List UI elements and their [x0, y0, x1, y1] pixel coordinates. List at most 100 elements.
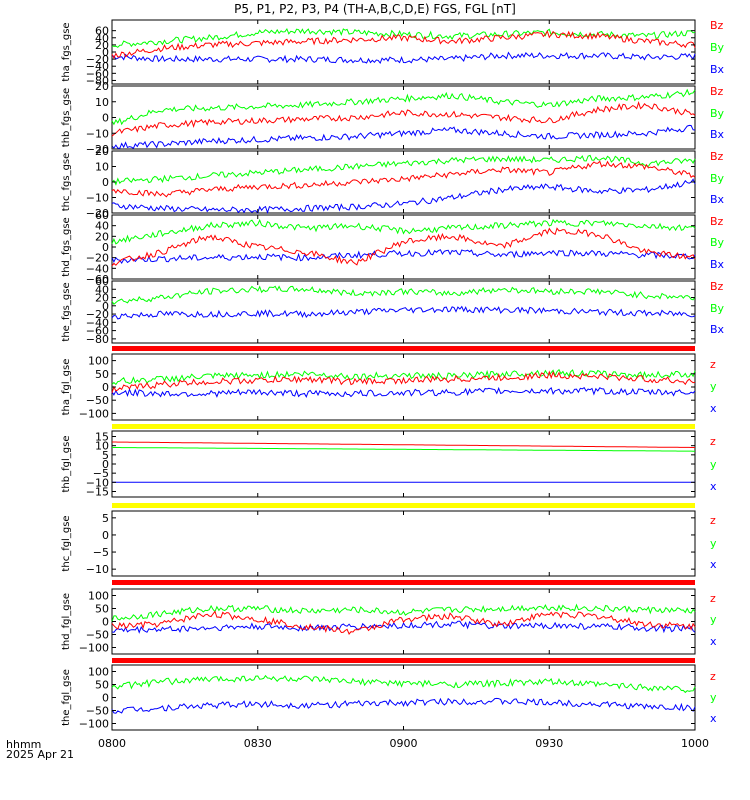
y-tick-label: 100	[88, 590, 109, 603]
series-Bz-line	[111, 227, 696, 267]
legend-label: z	[710, 670, 716, 683]
y-axis-label: thd_fgs_gse	[61, 217, 72, 276]
y-tick-label: 60	[95, 25, 109, 38]
legend-label: z	[710, 435, 716, 448]
x-tick-label: 0830	[244, 737, 272, 750]
series-By-line	[111, 285, 696, 305]
y-tick-label: 0	[102, 616, 109, 629]
series-y-line	[111, 603, 696, 622]
separator-bar	[112, 424, 695, 429]
y-tick-label: −5	[93, 546, 109, 559]
legend-label: Bx	[710, 63, 725, 76]
y-tick-label: −15	[86, 486, 109, 499]
legend-label: Bx	[710, 128, 725, 141]
legend-label: Bx	[710, 193, 725, 206]
series-Bx-line	[111, 248, 696, 265]
legend-label: Bz	[710, 85, 724, 98]
legend-label: y	[710, 458, 717, 471]
y-tick-label: 20	[95, 292, 109, 305]
y-tick-label: −20	[86, 252, 109, 265]
y-tick-label: 0	[102, 176, 109, 189]
y-tick-label: 5	[102, 512, 109, 525]
y-tick-label: 0	[102, 112, 109, 125]
series-Bz-line	[111, 29, 696, 60]
y-tick-label: −100	[79, 642, 109, 655]
legend-label: y	[710, 380, 717, 393]
series-Bx-line	[111, 178, 696, 215]
panel-2: 20 10 0 −10 −20 thb_fgs_gse Bz By Bx	[61, 80, 725, 156]
legend-label: By	[710, 302, 725, 315]
panel-frame	[111, 19, 696, 85]
y-tick-label: 60	[95, 209, 109, 222]
y-tick-label: 40	[95, 283, 109, 296]
legend-label: Bx	[710, 258, 725, 271]
y-tick-label: 40	[95, 32, 109, 45]
series-By-line	[111, 27, 696, 48]
y-axis-label: tha_fgs_gse	[61, 22, 72, 81]
y-axis-label: thc_fgs_gse	[61, 153, 72, 212]
y-tick-label: −20	[86, 53, 109, 66]
series-z-line	[111, 610, 696, 635]
legend-label: y	[710, 691, 717, 704]
series-y-line	[111, 674, 696, 694]
y-tick-label: 50	[95, 679, 109, 692]
x-tick-label: 0930	[535, 737, 563, 750]
legend-label: Bz	[710, 215, 724, 228]
separator-bar	[112, 503, 695, 508]
legend-label: Bz	[710, 150, 724, 163]
panel-8: 5 0 −5 −10 thc_fgl_gse zyx	[61, 510, 717, 577]
y-tick-label: 10	[95, 96, 109, 109]
separator-bar	[112, 346, 695, 351]
y-axis-label: thd_fgl_gse	[61, 593, 72, 650]
series-Bx-line	[111, 305, 696, 320]
legend-label: By	[710, 236, 725, 249]
y-tick-label: 20	[95, 145, 109, 158]
series-z-line	[111, 370, 696, 393]
y-tick-label: 0	[102, 529, 109, 542]
y-tick-label: 100	[88, 355, 109, 368]
y-tick-label: −40	[86, 60, 109, 73]
y-tick-label: −20	[86, 207, 109, 220]
legend-label: y	[710, 537, 717, 550]
legend-label: Bx	[710, 323, 725, 336]
series-x-line	[111, 620, 696, 634]
y-tick-label: −100	[79, 407, 109, 420]
series-z-line	[112, 441, 695, 448]
series-Bx-line	[111, 51, 696, 65]
y-tick-label: −10	[86, 476, 109, 489]
y-tick-label: 0	[102, 300, 109, 313]
y-tick-label: 40	[95, 220, 109, 233]
series-y-line	[111, 368, 696, 386]
y-tick-label: −50	[86, 394, 109, 407]
y-tick-label: −20	[86, 143, 109, 156]
series-Bz-line	[111, 100, 696, 137]
y-tick-label: 0	[102, 692, 109, 705]
y-tick-label: 20	[95, 80, 109, 93]
panel-3: 20 10 0 −10 −20 thc_fgs_gse Bz By Bx	[61, 145, 725, 220]
panel-frame	[111, 664, 696, 731]
series-x-line	[111, 697, 696, 714]
y-tick-label: −80	[86, 333, 109, 346]
panel-frame	[111, 510, 696, 577]
date-label: 2025 Apr 21	[6, 748, 75, 761]
series-y-line	[112, 447, 695, 452]
y-tick-label: −60	[86, 325, 109, 338]
legend-label: By	[710, 107, 725, 120]
chart-title: P5, P1, P2, P3, P4 (TH-A,B,C,D,E) FGS, F…	[234, 2, 516, 16]
x-tick-label: 1000	[681, 737, 709, 750]
y-axis-label: thb_fgs_gse	[61, 88, 72, 147]
legend-label: z	[710, 514, 716, 527]
y-tick-label: −10	[86, 192, 109, 205]
y-tick-label: −5	[93, 467, 109, 480]
panel-frame	[111, 353, 696, 421]
panel-frame	[111, 150, 696, 214]
x-tick-label: 0800	[98, 737, 126, 750]
legend-label: By	[710, 172, 725, 185]
y-tick-label: −10	[86, 127, 109, 140]
y-tick-label: 15	[95, 431, 109, 444]
legend-label: y	[710, 613, 717, 626]
